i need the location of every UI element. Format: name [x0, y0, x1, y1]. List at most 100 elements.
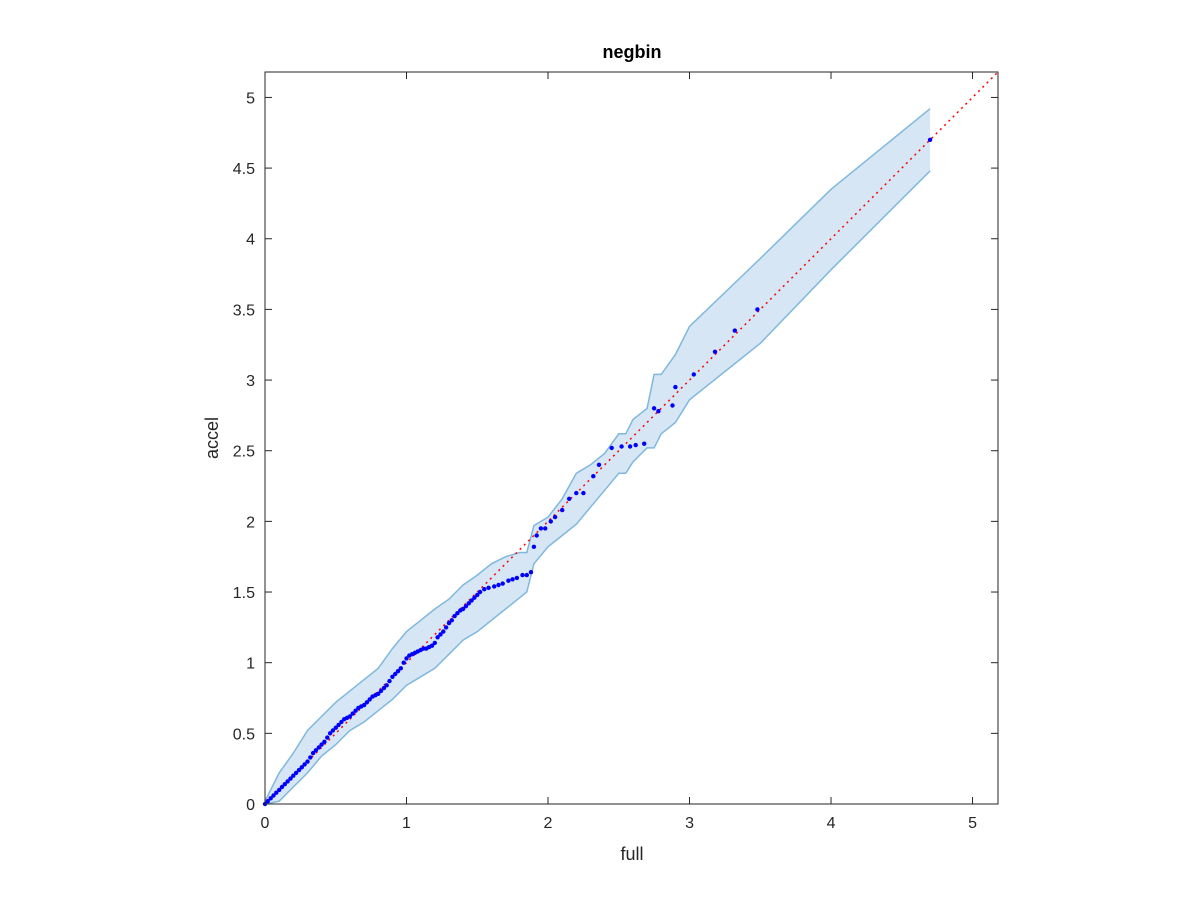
- chart-title: negbin: [603, 42, 662, 62]
- y-tick-label: 4: [246, 232, 255, 249]
- data-point: [384, 683, 389, 688]
- y-tick-label: 3: [246, 373, 255, 390]
- data-point: [296, 767, 302, 773]
- data-point: [361, 702, 367, 708]
- data-point: [691, 372, 696, 377]
- data-point: [475, 592, 480, 598]
- data-point: [520, 572, 525, 578]
- data-point: [531, 544, 537, 549]
- data-point: [322, 739, 327, 744]
- data-point: [347, 714, 353, 719]
- data-point: [534, 533, 539, 538]
- data-point: [441, 629, 446, 634]
- data-point: [376, 691, 381, 696]
- data-point: [574, 490, 579, 496]
- data-point: [712, 349, 718, 354]
- data-point: [528, 570, 534, 575]
- data-point: [390, 674, 395, 679]
- x-tick-label: 2: [544, 815, 553, 832]
- data-point: [308, 755, 313, 760]
- data-point: [288, 776, 293, 781]
- data-point: [364, 700, 370, 705]
- data-point: [449, 618, 454, 623]
- band-lower-edge: [264, 170, 931, 805]
- data-point: [651, 406, 657, 411]
- y-tick-label: 0.5: [233, 726, 255, 743]
- data-point: [656, 409, 661, 414]
- data-point: [268, 796, 273, 801]
- data-point: [486, 585, 491, 590]
- data-point: [350, 711, 355, 716]
- data-point: [560, 507, 565, 513]
- data-point: [548, 519, 553, 524]
- data-point: [404, 656, 409, 661]
- x-tick-label: 0: [261, 815, 270, 832]
- data-point: [506, 578, 511, 583]
- data-point: [327, 731, 333, 736]
- data-point: [333, 725, 338, 730]
- data-point: [325, 735, 330, 740]
- y-tick-label: 1.5: [233, 585, 255, 602]
- reference-line-layer: [264, 71, 999, 805]
- data-point: [619, 444, 624, 449]
- confidence-band-layer: [264, 108, 931, 805]
- confidence-band-fill: [265, 108, 931, 804]
- y-tick-label: 2.5: [233, 444, 255, 461]
- data-point: [469, 598, 474, 603]
- data-point: [432, 640, 437, 646]
- data-point: [435, 635, 440, 640]
- data-point: [265, 799, 270, 804]
- data-point: [472, 595, 477, 600]
- data-point: [673, 384, 678, 390]
- data-point: [316, 745, 321, 750]
- data-point: [387, 678, 392, 684]
- data-point: [446, 620, 452, 626]
- x-axis-label: full: [620, 844, 643, 864]
- data-point: [438, 632, 443, 637]
- reference-line: [264, 71, 999, 805]
- x-tick-label: 3: [685, 815, 694, 832]
- y-tick-label: 1: [246, 656, 255, 673]
- data-point: [927, 137, 933, 142]
- data-point: [378, 688, 384, 694]
- y-tick-label: 0: [246, 797, 255, 814]
- data-point: [514, 575, 520, 581]
- data-point: [500, 581, 505, 586]
- data-point: [291, 773, 296, 778]
- data-point: [282, 782, 287, 787]
- data-point: [395, 669, 401, 674]
- tick-layer: 0 1 2 3 4 5 0 0.5 1 1.5 2 2.5 3 3.5 4 4.5 5: [233, 72, 998, 832]
- data-point: [339, 719, 344, 725]
- data-point: [455, 611, 460, 616]
- data-point: [510, 577, 515, 582]
- data-point: [293, 770, 299, 776]
- data-point: [279, 784, 285, 790]
- data-point: [299, 765, 304, 770]
- x-tick-label: 1: [402, 815, 411, 832]
- data-point: [277, 787, 282, 793]
- data-point: [552, 514, 558, 520]
- data-point: [567, 496, 572, 501]
- data-point: [538, 526, 544, 531]
- data-point: [732, 328, 737, 333]
- data-point: [319, 742, 324, 747]
- data-point: [285, 779, 290, 784]
- data-point: [463, 604, 469, 609]
- data-point: [524, 572, 529, 578]
- data-point: [313, 748, 319, 753]
- data-point: [367, 697, 372, 702]
- data-point: [633, 442, 638, 448]
- data-point: [482, 587, 487, 592]
- x-tick-label: 5: [968, 815, 977, 832]
- data-point: [274, 790, 279, 795]
- y-tick-label: 5: [246, 90, 255, 107]
- data-point: [496, 582, 501, 588]
- y-tick-label: 4.5: [233, 161, 255, 178]
- data-point: [670, 403, 675, 408]
- y-axis-label: accel: [202, 417, 222, 459]
- data-point: [492, 584, 497, 589]
- y-tick-label: 2: [246, 514, 255, 531]
- data-point: [330, 728, 336, 733]
- data-point: [452, 613, 457, 619]
